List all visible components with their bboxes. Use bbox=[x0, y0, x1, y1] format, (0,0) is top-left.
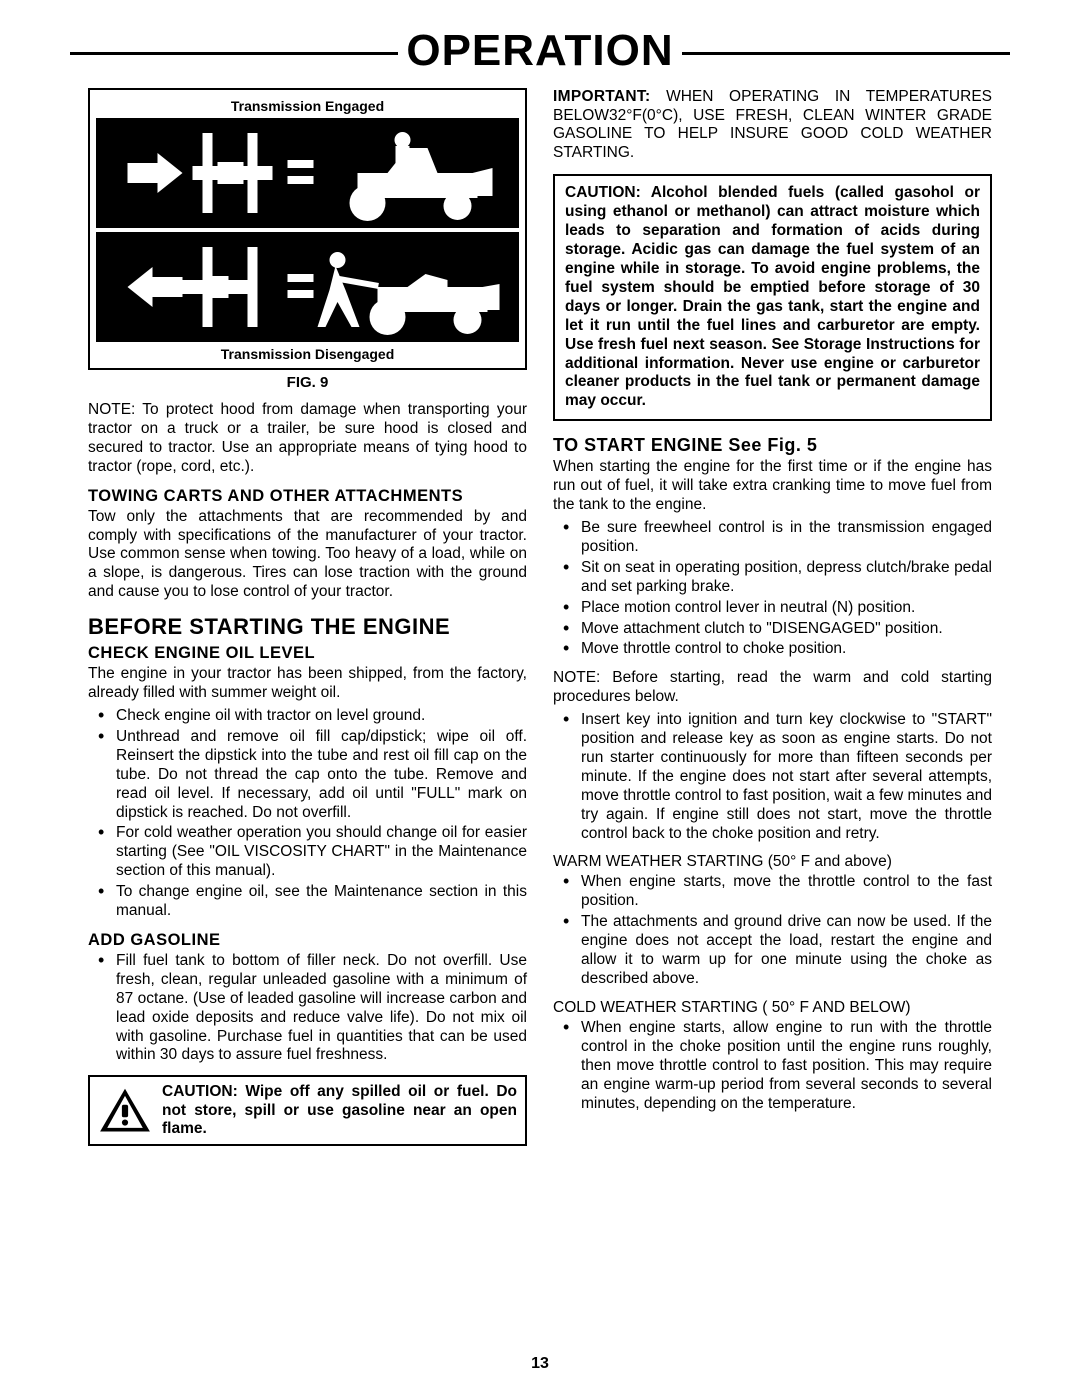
start-engine-body: When starting the engine for the first t… bbox=[553, 458, 992, 515]
figure-bottom-label: Transmission Disengaged bbox=[96, 346, 519, 362]
list-item: Check engine oil with tractor on level g… bbox=[116, 707, 527, 726]
start-list-2: Insert key into ignition and turn key cl… bbox=[553, 711, 992, 843]
check-oil-list: Check engine oil with tractor on level g… bbox=[88, 707, 527, 921]
warm-weather-label: WARM WEATHER STARTING (50° F and above) bbox=[553, 853, 992, 871]
caution-small-text: CAUTION: Wipe off any spilled oil or fue… bbox=[162, 1083, 517, 1138]
list-item: When engine starts, move the throttle co… bbox=[581, 873, 992, 911]
important-note: IMPORTANT: WHEN OPERATING IN TEMPERATURE… bbox=[553, 88, 992, 162]
towing-heading: TOWING CARTS AND OTHER ATTACHMENTS bbox=[88, 487, 527, 506]
page-title: OPERATION bbox=[398, 26, 681, 76]
list-item: Unthread and remove oil fill cap/dipstic… bbox=[116, 728, 527, 823]
list-item: For cold weather operation you should ch… bbox=[116, 824, 527, 881]
hood-note: NOTE: To protect hood from damage when t… bbox=[88, 401, 527, 477]
figure-engaged-image bbox=[96, 118, 519, 228]
two-column-layout: Transmission Engaged bbox=[70, 82, 1010, 1146]
figure-disengaged-image bbox=[96, 232, 519, 342]
add-gas-heading: ADD GASOLINE bbox=[88, 931, 527, 950]
list-item: Move attachment clutch to "DISENGAGED" p… bbox=[581, 620, 992, 639]
rule-left bbox=[70, 52, 398, 55]
caution-big-box: CAUTION: Alcohol blended fuels (called g… bbox=[553, 174, 992, 421]
figure-box: Transmission Engaged bbox=[88, 88, 527, 370]
left-column: Transmission Engaged bbox=[88, 88, 527, 1146]
figure-caption: FIG. 9 bbox=[88, 374, 527, 391]
start-note: NOTE: Before starting, read the warm and… bbox=[553, 669, 992, 707]
list-item: Place motion control lever in neutral (N… bbox=[581, 599, 992, 618]
right-column: IMPORTANT: WHEN OPERATING IN TEMPERATURE… bbox=[553, 88, 992, 1146]
start-list-1: Be sure freewheel control is in the tran… bbox=[553, 519, 992, 659]
tractor-engaged-silhouette-icon bbox=[96, 118, 519, 228]
important-label: IMPORTANT: bbox=[553, 88, 650, 105]
caution-small-box: CAUTION: Wipe off any spilled oil or fue… bbox=[88, 1075, 527, 1146]
list-item: Sit on seat in operating position, depre… bbox=[581, 559, 992, 597]
list-item: Be sure freewheel control is in the tran… bbox=[581, 519, 992, 557]
list-item: The attachments and ground drive can now… bbox=[581, 913, 992, 989]
before-starting-heading: BEFORE STARTING THE ENGINE bbox=[88, 614, 527, 640]
page-title-rule: OPERATION bbox=[70, 30, 1010, 76]
cold-weather-label: COLD WEATHER STARTING ( 50° F AND BELOW) bbox=[553, 999, 992, 1017]
warm-list: When engine starts, move the throttle co… bbox=[553, 873, 992, 988]
figure-top-label: Transmission Engaged bbox=[96, 98, 519, 114]
towing-body: Tow only the attachments that are recomm… bbox=[88, 508, 527, 603]
list-item: When engine starts, allow engine to run … bbox=[581, 1019, 992, 1114]
list-item: To change engine oil, see the Maintenanc… bbox=[116, 883, 527, 921]
cold-list: When engine starts, allow engine to run … bbox=[553, 1019, 992, 1114]
start-engine-heading: TO START ENGINE See Fig. 5 bbox=[553, 435, 992, 456]
list-item: Insert key into ignition and turn key cl… bbox=[581, 711, 992, 843]
list-item: Fill fuel tank to bottom of filler neck.… bbox=[116, 952, 527, 1065]
tractor-disengaged-silhouette-icon bbox=[96, 232, 519, 342]
list-item: Move throttle control to choke position. bbox=[581, 640, 992, 659]
check-oil-heading: CHECK ENGINE OIL LEVEL bbox=[88, 644, 527, 663]
check-oil-body: The engine in your tractor has been ship… bbox=[88, 665, 527, 703]
rule-right bbox=[682, 52, 1010, 55]
add-gas-list: Fill fuel tank to bottom of filler neck.… bbox=[88, 952, 527, 1065]
warning-triangle-icon bbox=[98, 1087, 152, 1135]
page-number: 13 bbox=[0, 1355, 1080, 1373]
